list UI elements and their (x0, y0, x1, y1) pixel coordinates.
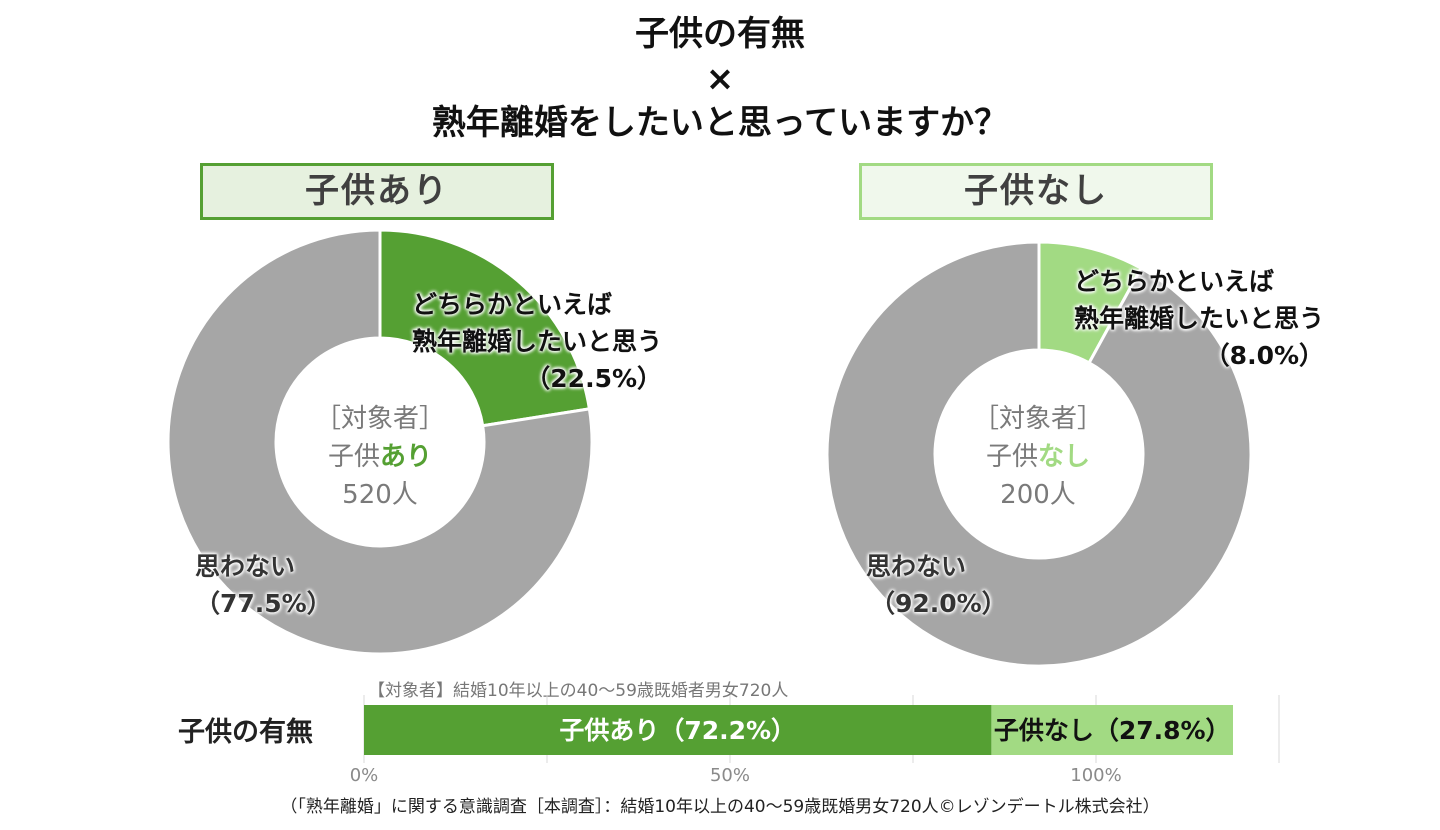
bar-segment-without-children (991, 705, 1233, 755)
no-pct: （92.0%） (870, 589, 1007, 618)
center-group-highlight: あり (380, 442, 433, 472)
yes-label-line-1: どちらかといえば (1074, 267, 1275, 296)
no-pct: （77.5%） (195, 589, 332, 618)
center-label-without-children: ［対象者］ 子供なし 200人 (938, 400, 1138, 514)
bar-segment-with-children (364, 705, 992, 755)
center-group-name: 子供なし (938, 438, 1138, 476)
center-label-with-children: ［対象者］ 子供あり 520人 (280, 400, 480, 514)
x-tick-label: 0% (350, 765, 379, 786)
x-tick-label: 50% (710, 765, 750, 786)
group-header-without-children: 子供なし (859, 163, 1213, 220)
bar-row-label: 子供の有無 (178, 717, 313, 748)
center-group-prefix: 子供 (985, 442, 1038, 472)
bar-target-note: 【対象者】結婚10年以上の40～59歳既婚者男女720人 (368, 681, 789, 701)
donut-slice-yes (378, 228, 592, 428)
donut-slice-no (166, 228, 594, 656)
bar-segment-label: 子供なし（27.8%） (994, 716, 1231, 745)
donut-chart-with-children (166, 228, 594, 656)
chart-title-question: 熟年離婚をしたいと思っていますか？ (431, 103, 1009, 143)
center-group-name: 子供あり (280, 438, 480, 476)
stacked-bar-chart: 子供あり（72.2%） 子供なし（27.8%） 0% 50% 100% (350, 695, 1280, 786)
yes-pct: （22.5%） (525, 364, 663, 393)
chart-title-times: × (705, 59, 735, 99)
chart-title-line-1: 子供の有無 (635, 14, 805, 54)
no-label: 思わない (866, 552, 967, 581)
x-tick-label: 100% (1070, 765, 1121, 786)
yes-label-line-2: 熟年離婚したいと思う (1074, 304, 1325, 333)
yes-pct: （8.0%） (1204, 341, 1325, 370)
yes-label-with-children: どちらかといえば 熟年離婚したいと思う （22.5%） (412, 286, 662, 397)
source-footer: （「熟年離婚」に関する意識調査［本調査］：結婚10年以上の40～59歳既婚男女7… (280, 797, 1160, 817)
donut-chart-without-children (825, 240, 1253, 668)
yes-label-without-children: どちらかといえば 熟年離婚したいと思う （8.0%） (1074, 263, 1324, 374)
group-header-with-children: 子供あり (200, 163, 554, 220)
yes-label-line-2: 熟年離婚したいと思う (412, 327, 663, 356)
center-target-label: ［対象者］ (972, 404, 1103, 434)
center-count: 200人 (1000, 480, 1076, 510)
no-label-without-children: 思わない （92.0%） (866, 548, 1007, 622)
no-label-with-children: 思わない （77.5%） (195, 548, 332, 622)
center-group-highlight: なし (1038, 442, 1091, 472)
no-label: 思わない (195, 552, 296, 581)
bar-segment-label: 子供あり（72.2%） (559, 716, 796, 745)
center-group-prefix: 子供 (327, 442, 380, 472)
center-target-label: ［対象者］ (314, 404, 445, 434)
center-count: 520人 (342, 480, 418, 510)
yes-label-line-1: どちらかといえば (412, 290, 613, 319)
donut-slice-no (825, 240, 1253, 668)
